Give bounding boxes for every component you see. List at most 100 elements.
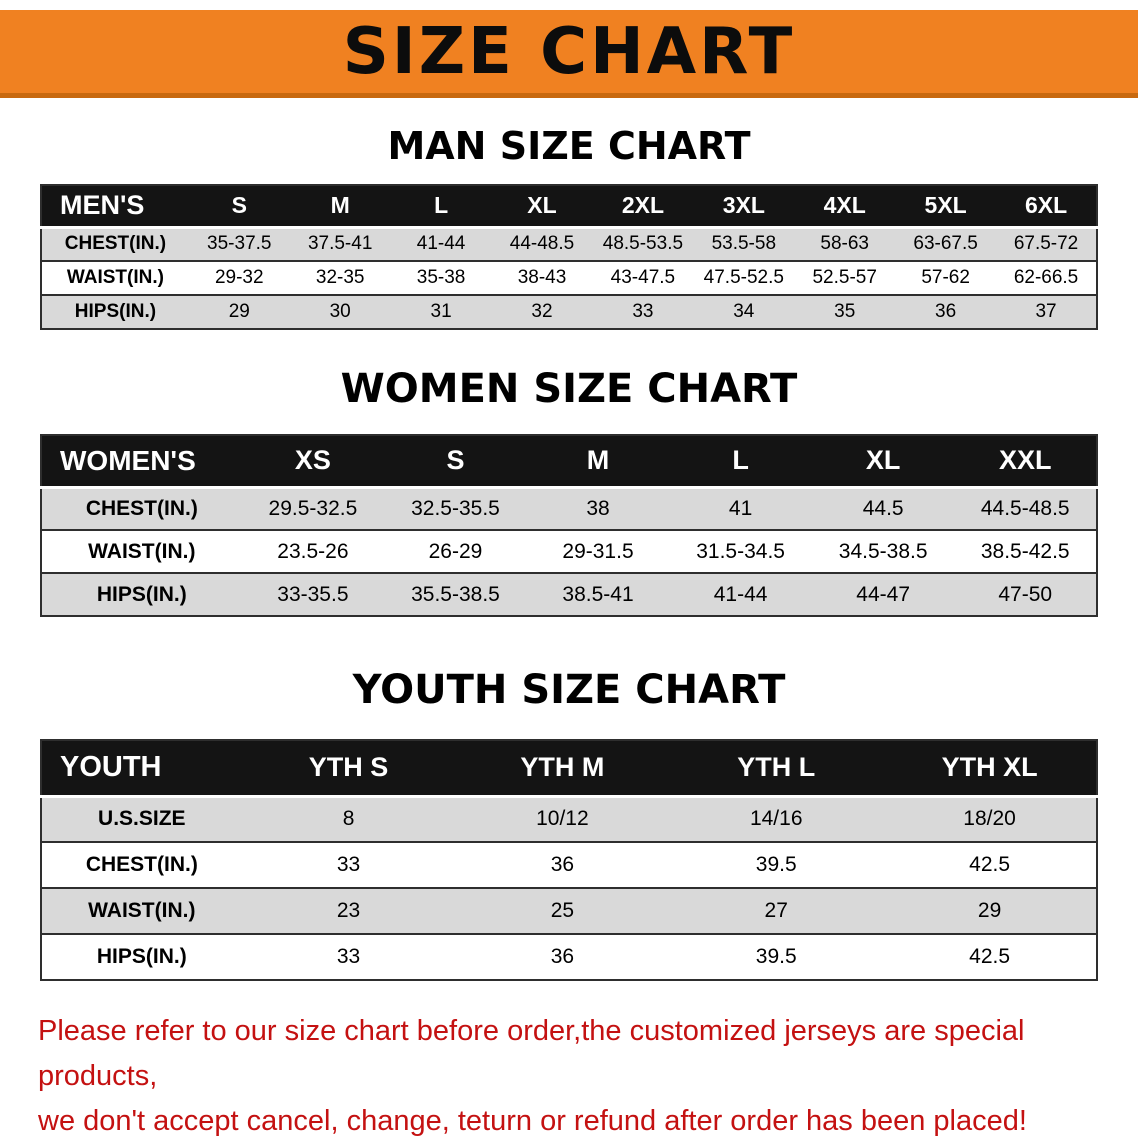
row-label: CHEST(IN.) xyxy=(41,227,189,261)
size-value-cell: 42.5 xyxy=(969,945,1011,968)
size-value-cell: 25 xyxy=(455,888,670,934)
size-column-header: 5XL xyxy=(895,185,997,229)
size-column-header: XL xyxy=(491,185,593,229)
row-label: WAIST(IN.) xyxy=(41,888,242,934)
size-value-cell: 62-66.5 xyxy=(1013,267,1079,288)
men-section-heading: MAN SIZE CHART xyxy=(387,124,751,168)
size-column-header: M xyxy=(289,185,391,229)
table-row: U.S.SIZE 8 10/12 14/16 18/20 xyxy=(41,796,1097,842)
size-column-header: XL xyxy=(811,435,955,489)
table-row: HIPS(IN.) 33 36 39.5 42.5 xyxy=(41,934,1097,980)
size-value-cell: 35 xyxy=(794,295,896,329)
size-value-cell: 34.5-38.5 xyxy=(838,539,928,563)
size-chart-banner: SIZE CHART xyxy=(0,10,1138,98)
size-value-cell: 32-35 xyxy=(315,267,365,288)
men-size-table: MEN'S S M L XL 2XL 3XL 4XL 5XL 6XL CHEST(IN.) 35-37… xyxy=(40,184,1098,330)
size-value-cell: 38.5-42.5 xyxy=(980,539,1070,563)
size-value-cell: 67.5-72 xyxy=(996,227,1097,261)
size-value-cell: 37 xyxy=(996,295,1097,329)
size-column-header: YTH S xyxy=(241,740,456,798)
youth-size-section: YOUTH SIZE CHART YOUTH YTH S YTH M YTH L YTH… xyxy=(0,667,1138,981)
size-value-cell: 57-62 xyxy=(921,267,970,288)
size-column-header: M xyxy=(526,435,670,489)
size-value-cell: 29.5-32.5 xyxy=(241,487,385,530)
size-value-cell: 39.5 xyxy=(755,945,797,968)
size-value-cell: 38-43 xyxy=(517,267,567,288)
size-value-cell: 47.5-52.5 xyxy=(703,267,784,288)
size-column-header: 4XL xyxy=(794,185,896,229)
row-label: U.S.SIZE xyxy=(41,796,242,842)
size-value-cell: 27 xyxy=(669,888,884,934)
size-column-header: S xyxy=(384,435,527,489)
row-label: HIPS(IN.) xyxy=(41,573,242,616)
table-header-row: MEN'S S M L XL 2XL 3XL 4XL 5XL 6XL xyxy=(41,185,1097,229)
table-row: WAIST(IN.) 23 25 27 29 xyxy=(41,888,1097,934)
table-corner-label: WOMEN'S xyxy=(41,435,242,489)
size-value-cell: 8 xyxy=(241,796,456,842)
size-column-header: XXL xyxy=(954,435,1097,489)
youth-section-heading: YOUTH SIZE CHART xyxy=(352,667,786,713)
size-table: YOUTH YTH S YTH M YTH L YTH XL U.S.SIZE 8 10/12… xyxy=(40,739,1098,981)
women-size-section: WOMEN SIZE CHART WOMEN'S XS S M L XL XXL CHEST(… xyxy=(0,366,1138,617)
size-value-cell: 52.5-57 xyxy=(812,267,877,288)
size-column-header: YTH M xyxy=(455,740,670,798)
row-label: WAIST(IN.) xyxy=(88,539,196,563)
size-value-cell: 41-44 xyxy=(390,227,492,261)
row-label: HIPS(IN.) xyxy=(96,945,187,968)
table-row: CHEST(IN.) 33 36 39.5 42.5 xyxy=(41,842,1097,888)
table-corner-label: YOUTH xyxy=(41,740,242,798)
size-value-cell: 36 xyxy=(895,295,997,329)
size-column-header: 2XL xyxy=(592,185,694,229)
row-label: HIPS(IN.) xyxy=(41,295,189,329)
size-value-cell: 33-35.5 xyxy=(241,573,385,616)
size-value-cell: 18/20 xyxy=(883,796,1097,842)
size-value-cell: 31 xyxy=(390,295,492,329)
size-column-header: YTH L xyxy=(669,740,884,798)
women-size-table: WOMEN'S XS S M L XL XXL CHEST(IN.) 29.5-32.5 32.5… xyxy=(40,434,1098,617)
size-value-cell: 35.5-38.5 xyxy=(384,573,527,616)
size-value-cell: 33 xyxy=(336,945,361,968)
table-row: CHEST(IN.) 29.5-32.5 32.5-35.5 38 41 44.5 44.5… xyxy=(41,487,1097,530)
size-column-header: YTH XL xyxy=(883,740,1097,798)
size-value-cell: 44.5-48.5 xyxy=(954,487,1097,530)
size-value-cell: 44-48.5 xyxy=(491,227,593,261)
size-table: MEN'S S M L XL 2XL 3XL 4XL 5XL 6XL CHEST(IN.) 35-37… xyxy=(40,184,1098,330)
table-row: CHEST(IN.) 35-37.5 37.5-41 41-44 44-48.5 48.5… xyxy=(41,227,1097,261)
table-row: HIPS(IN.) 33-35.5 35.5-38.5 38.5-41 41-44 44-… xyxy=(41,573,1097,616)
size-column-header: S xyxy=(188,185,290,229)
footer-notice: Please refer to our size chart before or… xyxy=(0,1009,1138,1144)
size-value-cell: 41-44 xyxy=(669,573,812,616)
size-value-cell: 42.5 xyxy=(969,853,1011,876)
size-value-cell: 36 xyxy=(550,945,575,968)
size-column-header: 6XL xyxy=(996,185,1097,229)
table-corner-label: MEN'S xyxy=(41,185,189,229)
size-value-cell: 38 xyxy=(526,487,670,530)
size-value-cell: 26-29 xyxy=(428,539,483,563)
size-value-cell: 63-67.5 xyxy=(895,227,997,261)
size-value-cell: 31.5-34.5 xyxy=(696,539,785,563)
size-value-cell: 29 xyxy=(883,888,1097,934)
size-value-cell: 47-50 xyxy=(954,573,1097,616)
table-row: WAIST(IN.) 29-32 32-35 35-38 38-43 43-47.5 47.… xyxy=(41,261,1097,295)
size-value-cell: 29 xyxy=(188,295,290,329)
size-value-cell: 39.5 xyxy=(755,853,797,876)
size-value-cell: 29-32 xyxy=(214,267,264,288)
size-value-cell: 35-37.5 xyxy=(188,227,290,261)
size-column-header: L xyxy=(669,435,812,489)
size-column-header: XS xyxy=(241,435,385,489)
banner-title: SIZE CHART xyxy=(342,14,796,89)
youth-size-table: YOUTH YTH S YTH M YTH L YTH XL U.S.SIZE 8 10/12… xyxy=(40,739,1098,981)
row-label: CHEST(IN.) xyxy=(41,487,242,530)
size-value-cell: 32.5-35.5 xyxy=(384,487,527,530)
size-value-cell: 32 xyxy=(491,295,593,329)
size-value-cell: 58-63 xyxy=(794,227,896,261)
size-value-cell: 30 xyxy=(289,295,391,329)
size-value-cell: 10/12 xyxy=(455,796,670,842)
size-value-cell: 23 xyxy=(241,888,456,934)
size-column-header: 3XL xyxy=(693,185,795,229)
size-value-cell: 36 xyxy=(550,853,575,876)
size-value-cell: 38.5-41 xyxy=(526,573,670,616)
size-value-cell: 41 xyxy=(669,487,812,530)
size-value-cell: 35-38 xyxy=(416,267,466,288)
size-column-header: L xyxy=(390,185,492,229)
